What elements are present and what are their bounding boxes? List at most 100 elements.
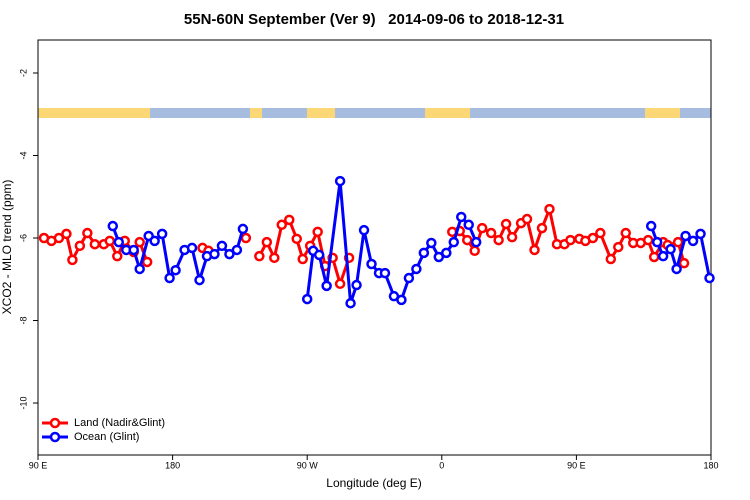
point [403,272,415,284]
point [665,243,676,255]
x-tick-label: 0 [439,460,444,470]
point [104,235,116,247]
point [141,256,153,268]
point [620,227,632,239]
point [112,250,123,262]
point [82,227,93,239]
point [276,219,288,231]
point [648,251,660,263]
point [113,236,125,248]
point [645,220,657,232]
y-axis-label: XCO2 - MLO trend (ppm) [0,180,14,315]
point [164,272,175,284]
point [334,175,346,187]
point [433,251,445,263]
point [595,227,606,239]
point [61,228,72,240]
x-tick-label: 90 W [297,460,319,470]
point [216,240,228,252]
point [240,232,252,244]
point [529,244,540,256]
chart-title: 55N-60N September (Ver 9) 2014-09-06 to … [184,11,564,28]
point [345,297,356,309]
point [313,249,325,261]
point [657,250,669,262]
point [209,248,220,260]
point [678,257,690,269]
point [695,228,706,240]
point [461,234,473,246]
point [642,234,654,246]
plot-frame [37,39,712,456]
point [351,279,362,291]
legend-label: Land (Nadir&Glint) [74,417,165,429]
y-tick-label: -2 [18,69,28,77]
point [301,293,313,305]
point [671,263,682,275]
point [565,234,576,246]
point [521,213,533,225]
point [448,236,460,248]
legend-marker [49,417,61,429]
strip-ocean [335,108,425,118]
point [170,264,181,276]
land-strip [38,108,711,118]
point [67,254,78,266]
point [297,253,308,265]
point [587,232,599,244]
point [107,220,119,232]
point [455,211,467,223]
point [605,253,617,265]
point [506,231,518,243]
strip-ocean [680,108,711,118]
point [156,228,168,240]
point [269,252,280,264]
point [134,236,145,248]
point [470,236,482,248]
legend-label: Ocean (Glint) [74,431,139,443]
point [321,280,332,292]
point [485,227,497,239]
point [261,236,273,248]
point [134,263,145,275]
point [469,245,480,257]
point [396,294,407,306]
point [224,248,235,260]
point [366,258,377,270]
point [672,236,684,248]
point [312,226,323,238]
y-tick-label: -10 [18,397,28,410]
point [358,224,370,236]
point [613,241,624,253]
point [254,250,265,262]
point [128,244,139,256]
y-tick-label: -8 [18,317,28,325]
point [536,222,548,234]
x-tick-label: 90 E [29,460,48,470]
point [463,219,474,231]
point [149,235,160,247]
point [687,235,699,247]
point [379,267,391,279]
point [291,233,302,245]
point [89,238,101,250]
strip-ocean [150,108,250,118]
point [680,230,691,242]
point [53,232,65,244]
point [418,247,430,259]
point [426,237,437,249]
point [284,214,295,226]
point [231,244,243,256]
point [411,263,422,275]
point [334,278,346,290]
point [500,218,512,230]
point [186,242,198,254]
point [704,272,715,284]
x-tick-label: 180 [165,460,180,470]
point [651,236,663,248]
point [493,234,504,246]
point [194,274,205,286]
y-tick-label: -4 [18,151,28,159]
